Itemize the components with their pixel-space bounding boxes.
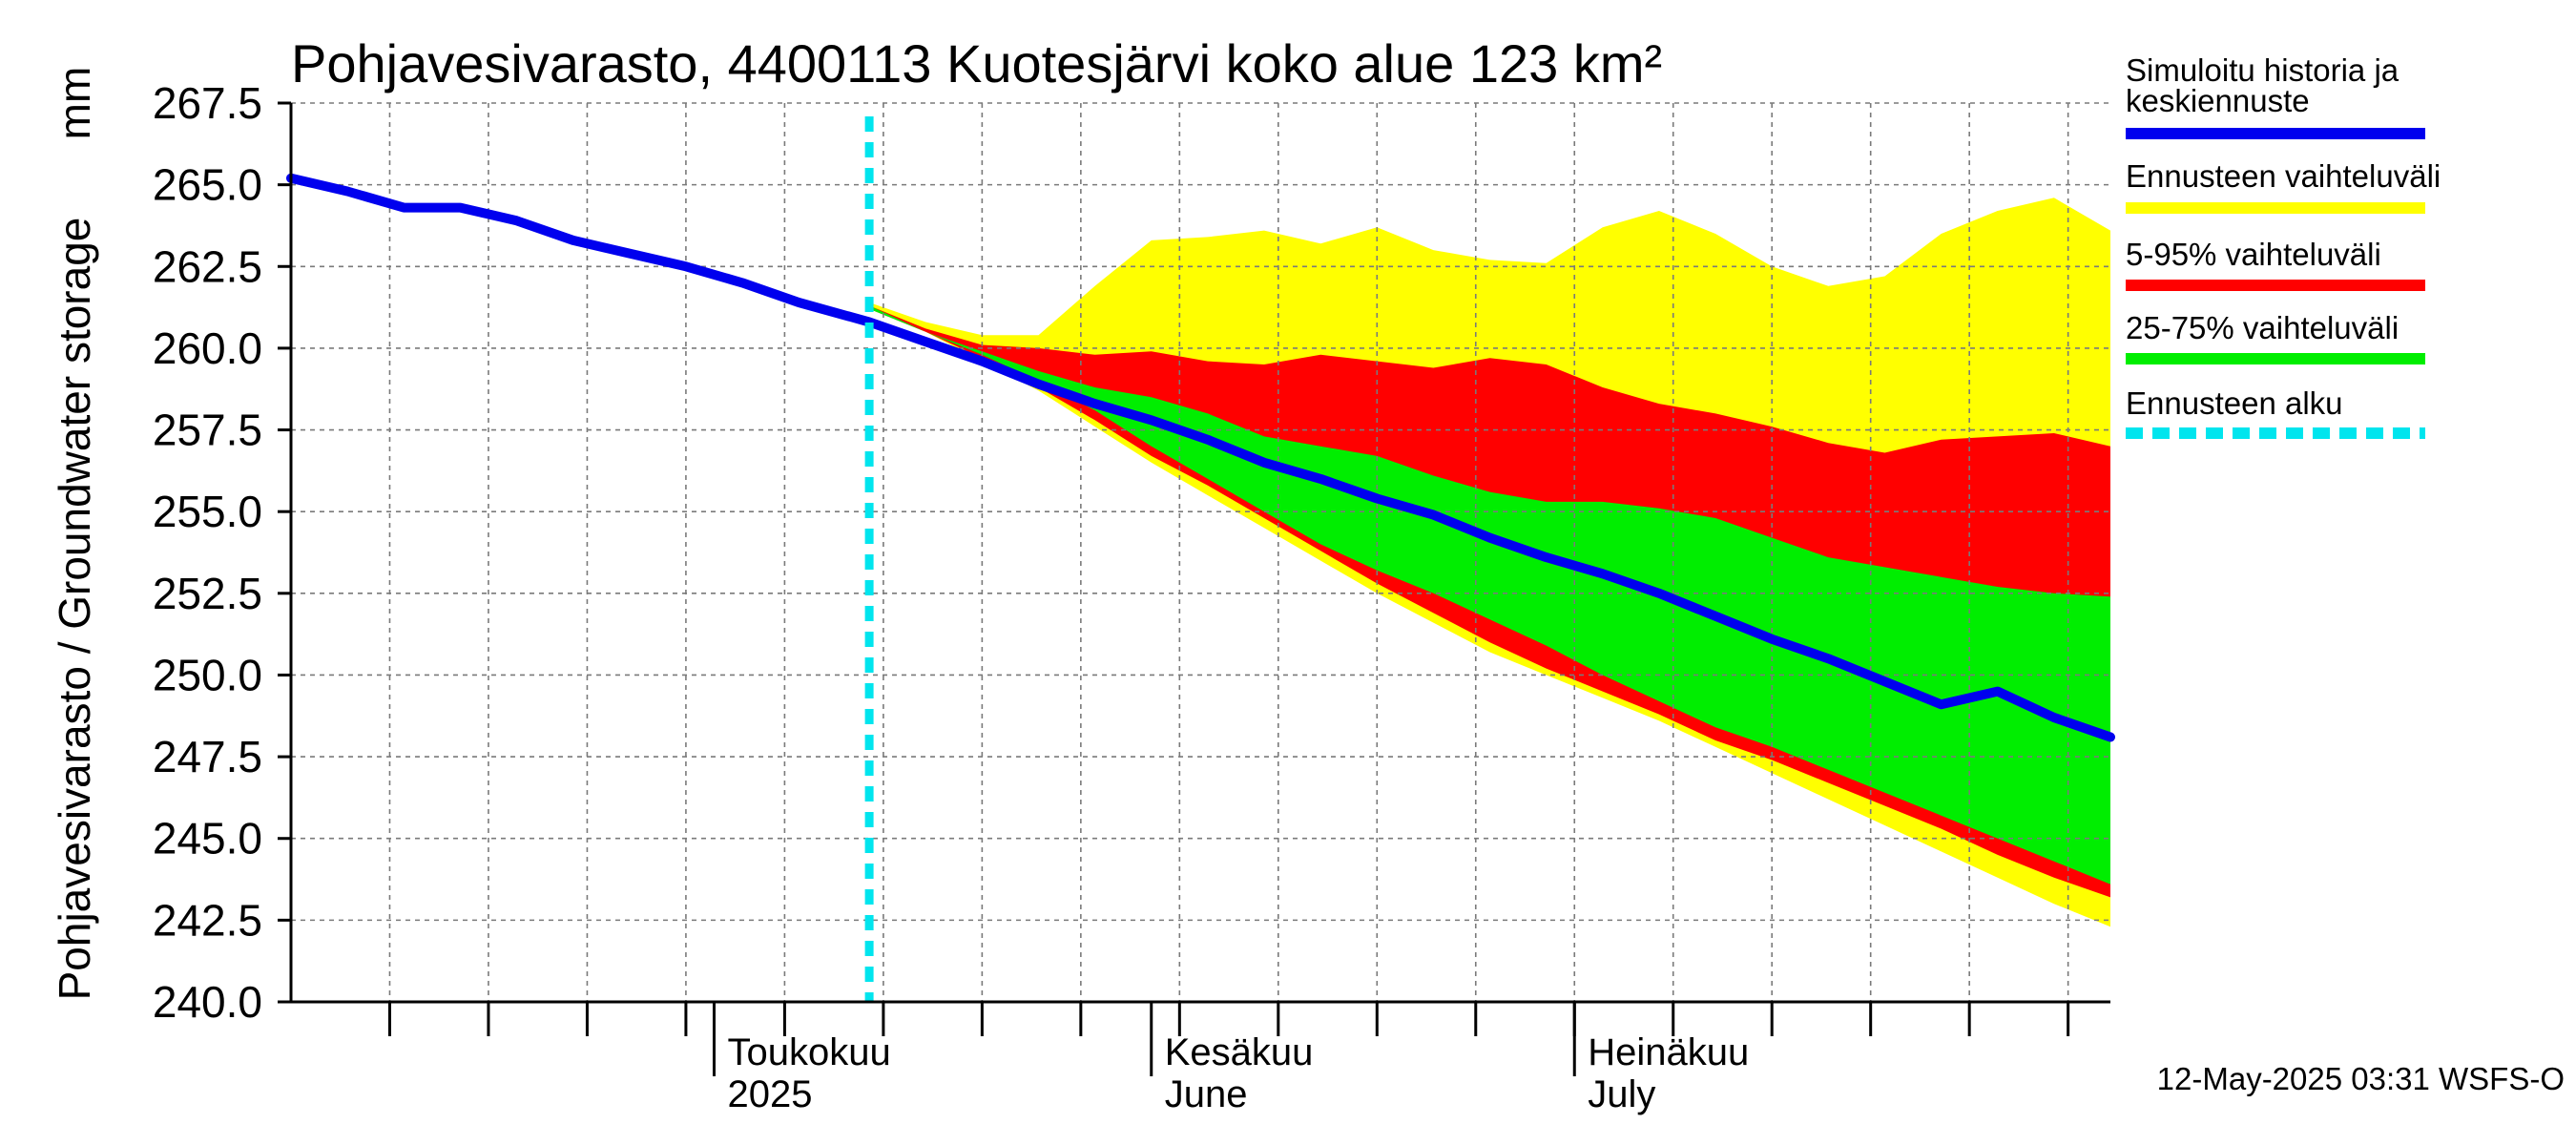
x-month-sublabel-1: June — [1165, 1073, 1248, 1115]
y-tick-label-6: 255.0 — [153, 487, 262, 536]
y-axis-unit: mm — [50, 67, 99, 140]
legend-label-4: Ennusteen alku — [2126, 385, 2343, 421]
x-month-label-0: Toukokuu — [727, 1031, 890, 1073]
series-lines — [286, 116, 2115, 1002]
y-axis-label: Pohjavesivarasto / Groundwater storage — [50, 218, 99, 1001]
y-tick-label-0: 240.0 — [153, 977, 262, 1027]
y-tick-label-11: 267.5 — [153, 78, 262, 128]
legend-label-3: 25-75% vaihteluväli — [2126, 310, 2399, 345]
grid-lines — [291, 102, 2110, 1003]
y-tick-label-2: 245.0 — [153, 814, 262, 864]
x-month-label-2: Heinäkuu — [1588, 1031, 1749, 1073]
plot-frame — [289, 103, 2110, 1004]
y-tick-label-9: 262.5 — [153, 241, 262, 291]
x-month-label-1: Kesäkuu — [1165, 1031, 1314, 1073]
footer-timestamp: 12-May-2025 03:31 WSFS-O — [2157, 1061, 2565, 1096]
y-tick-label-10: 265.0 — [153, 160, 262, 210]
y-axis-ticks: 240.0 242.5 245.0 247.5 250.0 252.5 255.0 257.5… — [153, 78, 291, 1027]
y-tick-label-8: 260.0 — [153, 323, 262, 373]
x-month-sublabel-0: 2025 — [727, 1073, 812, 1115]
y-tick-label-5: 252.5 — [153, 569, 262, 618]
y-tick-label-3: 247.5 — [153, 732, 262, 781]
legend-label-0: Simuloitu historia ja — [2126, 52, 2399, 88]
series-mean-line — [286, 173, 2115, 742]
legend-label-2: 5-95% vaihteluväli — [2126, 237, 2381, 272]
chart-title: Pohjavesivarasto, 4400113 Kuotesjärvi ko… — [291, 33, 1662, 94]
y-tick-label-7: 257.5 — [153, 406, 262, 455]
y-tick-label-1: 242.5 — [153, 895, 262, 945]
y-tick-label-4: 250.0 — [153, 650, 262, 699]
x-month-sublabel-2: July — [1588, 1073, 1655, 1115]
legend-label-1: Ennusteen vaihteluväli — [2126, 158, 2441, 194]
legend-label-0-line2: keskiennuste — [2126, 83, 2310, 118]
